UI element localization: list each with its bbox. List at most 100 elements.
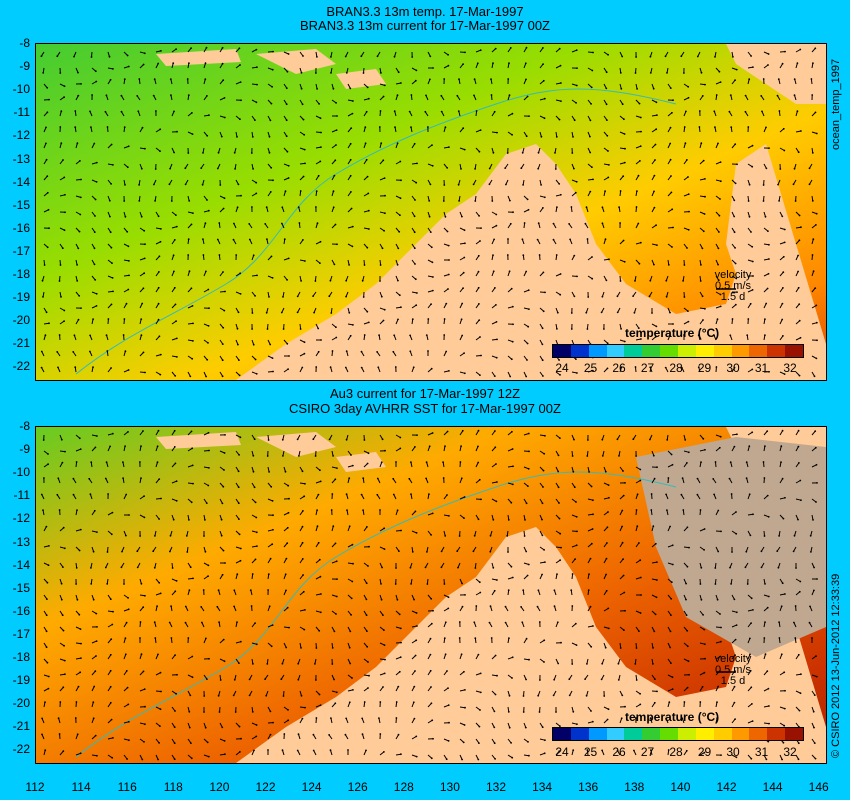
current-arrow-head	[153, 78, 156, 81]
current-arrow-head	[559, 559, 561, 562]
current-arrow-head	[538, 254, 541, 256]
current-arrow-head	[639, 468, 642, 471]
colorbar-swatch	[767, 728, 786, 740]
current-arrow-head	[154, 535, 156, 537]
lat-tick: -9	[19, 59, 30, 74]
current-arrow-head	[815, 212, 818, 215]
land-ne	[726, 44, 826, 104]
current-arrow-head	[767, 740, 770, 743]
current-arrow-head	[413, 142, 416, 145]
current-arrow-head	[78, 549, 81, 552]
current-arrow-head	[687, 660, 690, 663]
current-arrow-head	[448, 721, 450, 724]
current-arrow-head	[735, 624, 738, 626]
current-arrow-head	[444, 653, 447, 656]
current-arrow-head	[717, 142, 719, 145]
current-arrow-head	[170, 605, 173, 607]
current-arrow-head	[411, 318, 414, 320]
current-arrow-head	[652, 87, 655, 90]
current-arrow-head	[90, 126, 92, 128]
current-arrow-head	[575, 358, 577, 360]
current-arrow-head	[223, 740, 226, 742]
velocity-time: 1.5 d	[720, 291, 746, 303]
current-arrow-head	[460, 445, 462, 447]
current-arrow-head	[592, 513, 594, 516]
current-arrow-head	[414, 79, 417, 82]
current-arrow-head	[637, 174, 640, 177]
current-arrow-head	[383, 229, 385, 232]
current-arrow-head	[810, 78, 813, 80]
current-arrow-head	[603, 695, 606, 697]
current-arrow-head	[40, 493, 43, 496]
current-arrow-head	[734, 718, 736, 720]
current-arrow-head	[560, 641, 562, 644]
current-arrow-head	[728, 110, 731, 113]
current-arrow-head	[155, 110, 157, 112]
current-arrow-head	[443, 318, 446, 320]
current-arrow-head	[556, 328, 558, 330]
current-arrow-head	[144, 705, 146, 708]
current-arrow-head	[303, 628, 306, 631]
current-arrow-head	[318, 103, 320, 105]
current-arrow-head	[106, 350, 109, 352]
island	[156, 49, 241, 66]
current-arrow-head	[639, 576, 642, 579]
current-arrow-head	[174, 710, 176, 712]
current-arrow-head	[798, 319, 801, 322]
current-arrow-head	[271, 85, 273, 88]
current-arrow-head	[320, 146, 322, 148]
current-arrow-head	[587, 439, 589, 441]
current-arrow-head	[141, 126, 144, 129]
current-arrow-head	[621, 55, 624, 58]
current-arrow-head	[526, 198, 529, 201]
current-arrow-head	[494, 758, 496, 760]
current-arrow-head	[192, 322, 194, 325]
current-arrow-head	[192, 212, 194, 215]
current-arrow-head	[217, 694, 220, 697]
current-arrow-head	[284, 470, 287, 473]
current-arrow-head	[457, 183, 460, 186]
current-arrow-head	[360, 350, 363, 353]
current-arrow-head	[541, 573, 543, 576]
current-arrow-head	[478, 742, 480, 744]
current-arrow-head	[270, 166, 273, 169]
lat-tick: -18	[12, 267, 30, 281]
current-arrow-head	[127, 597, 129, 599]
current-arrow-head	[621, 509, 624, 512]
current-arrow-head	[188, 270, 191, 273]
current-arrow-head	[560, 82, 562, 84]
current-arrow-head	[432, 737, 434, 740]
current-arrow-head	[383, 177, 386, 180]
current-arrow-head	[330, 717, 332, 719]
current-arrow-head	[729, 94, 732, 96]
current-arrow-head	[173, 270, 175, 273]
current-arrow-head	[639, 160, 641, 162]
current-arrow-head	[184, 183, 187, 186]
current-arrow-head	[392, 493, 395, 496]
current-arrow-head	[395, 567, 397, 569]
current-arrow-head	[715, 94, 718, 96]
current-arrow-head	[400, 753, 402, 756]
current-arrow-head	[589, 605, 592, 608]
lat-tick: -15	[12, 580, 30, 595]
current-arrow-head	[204, 726, 207, 729]
current-arrow-head	[159, 671, 162, 674]
current-arrow-head	[538, 621, 541, 623]
current-arrow-head	[780, 653, 783, 656]
current-arrow-head	[544, 434, 546, 437]
current-arrow-head	[205, 637, 207, 640]
current-arrow-head	[111, 511, 114, 514]
current-arrow-head	[110, 367, 112, 369]
current-arrow-head	[507, 238, 509, 240]
current-arrow-head	[700, 461, 702, 463]
lat-tick: -12	[12, 128, 30, 143]
current-arrow-head	[542, 271, 545, 274]
colorbar-swatch	[731, 728, 750, 740]
current-arrow-head	[541, 726, 544, 729]
lat-tick: -22	[12, 359, 30, 374]
current-arrow-head	[718, 446, 721, 449]
current-arrow-head	[650, 509, 653, 511]
current-arrow-head	[687, 228, 690, 231]
current-arrow-head	[287, 709, 289, 711]
current-arrow-head	[573, 254, 576, 257]
